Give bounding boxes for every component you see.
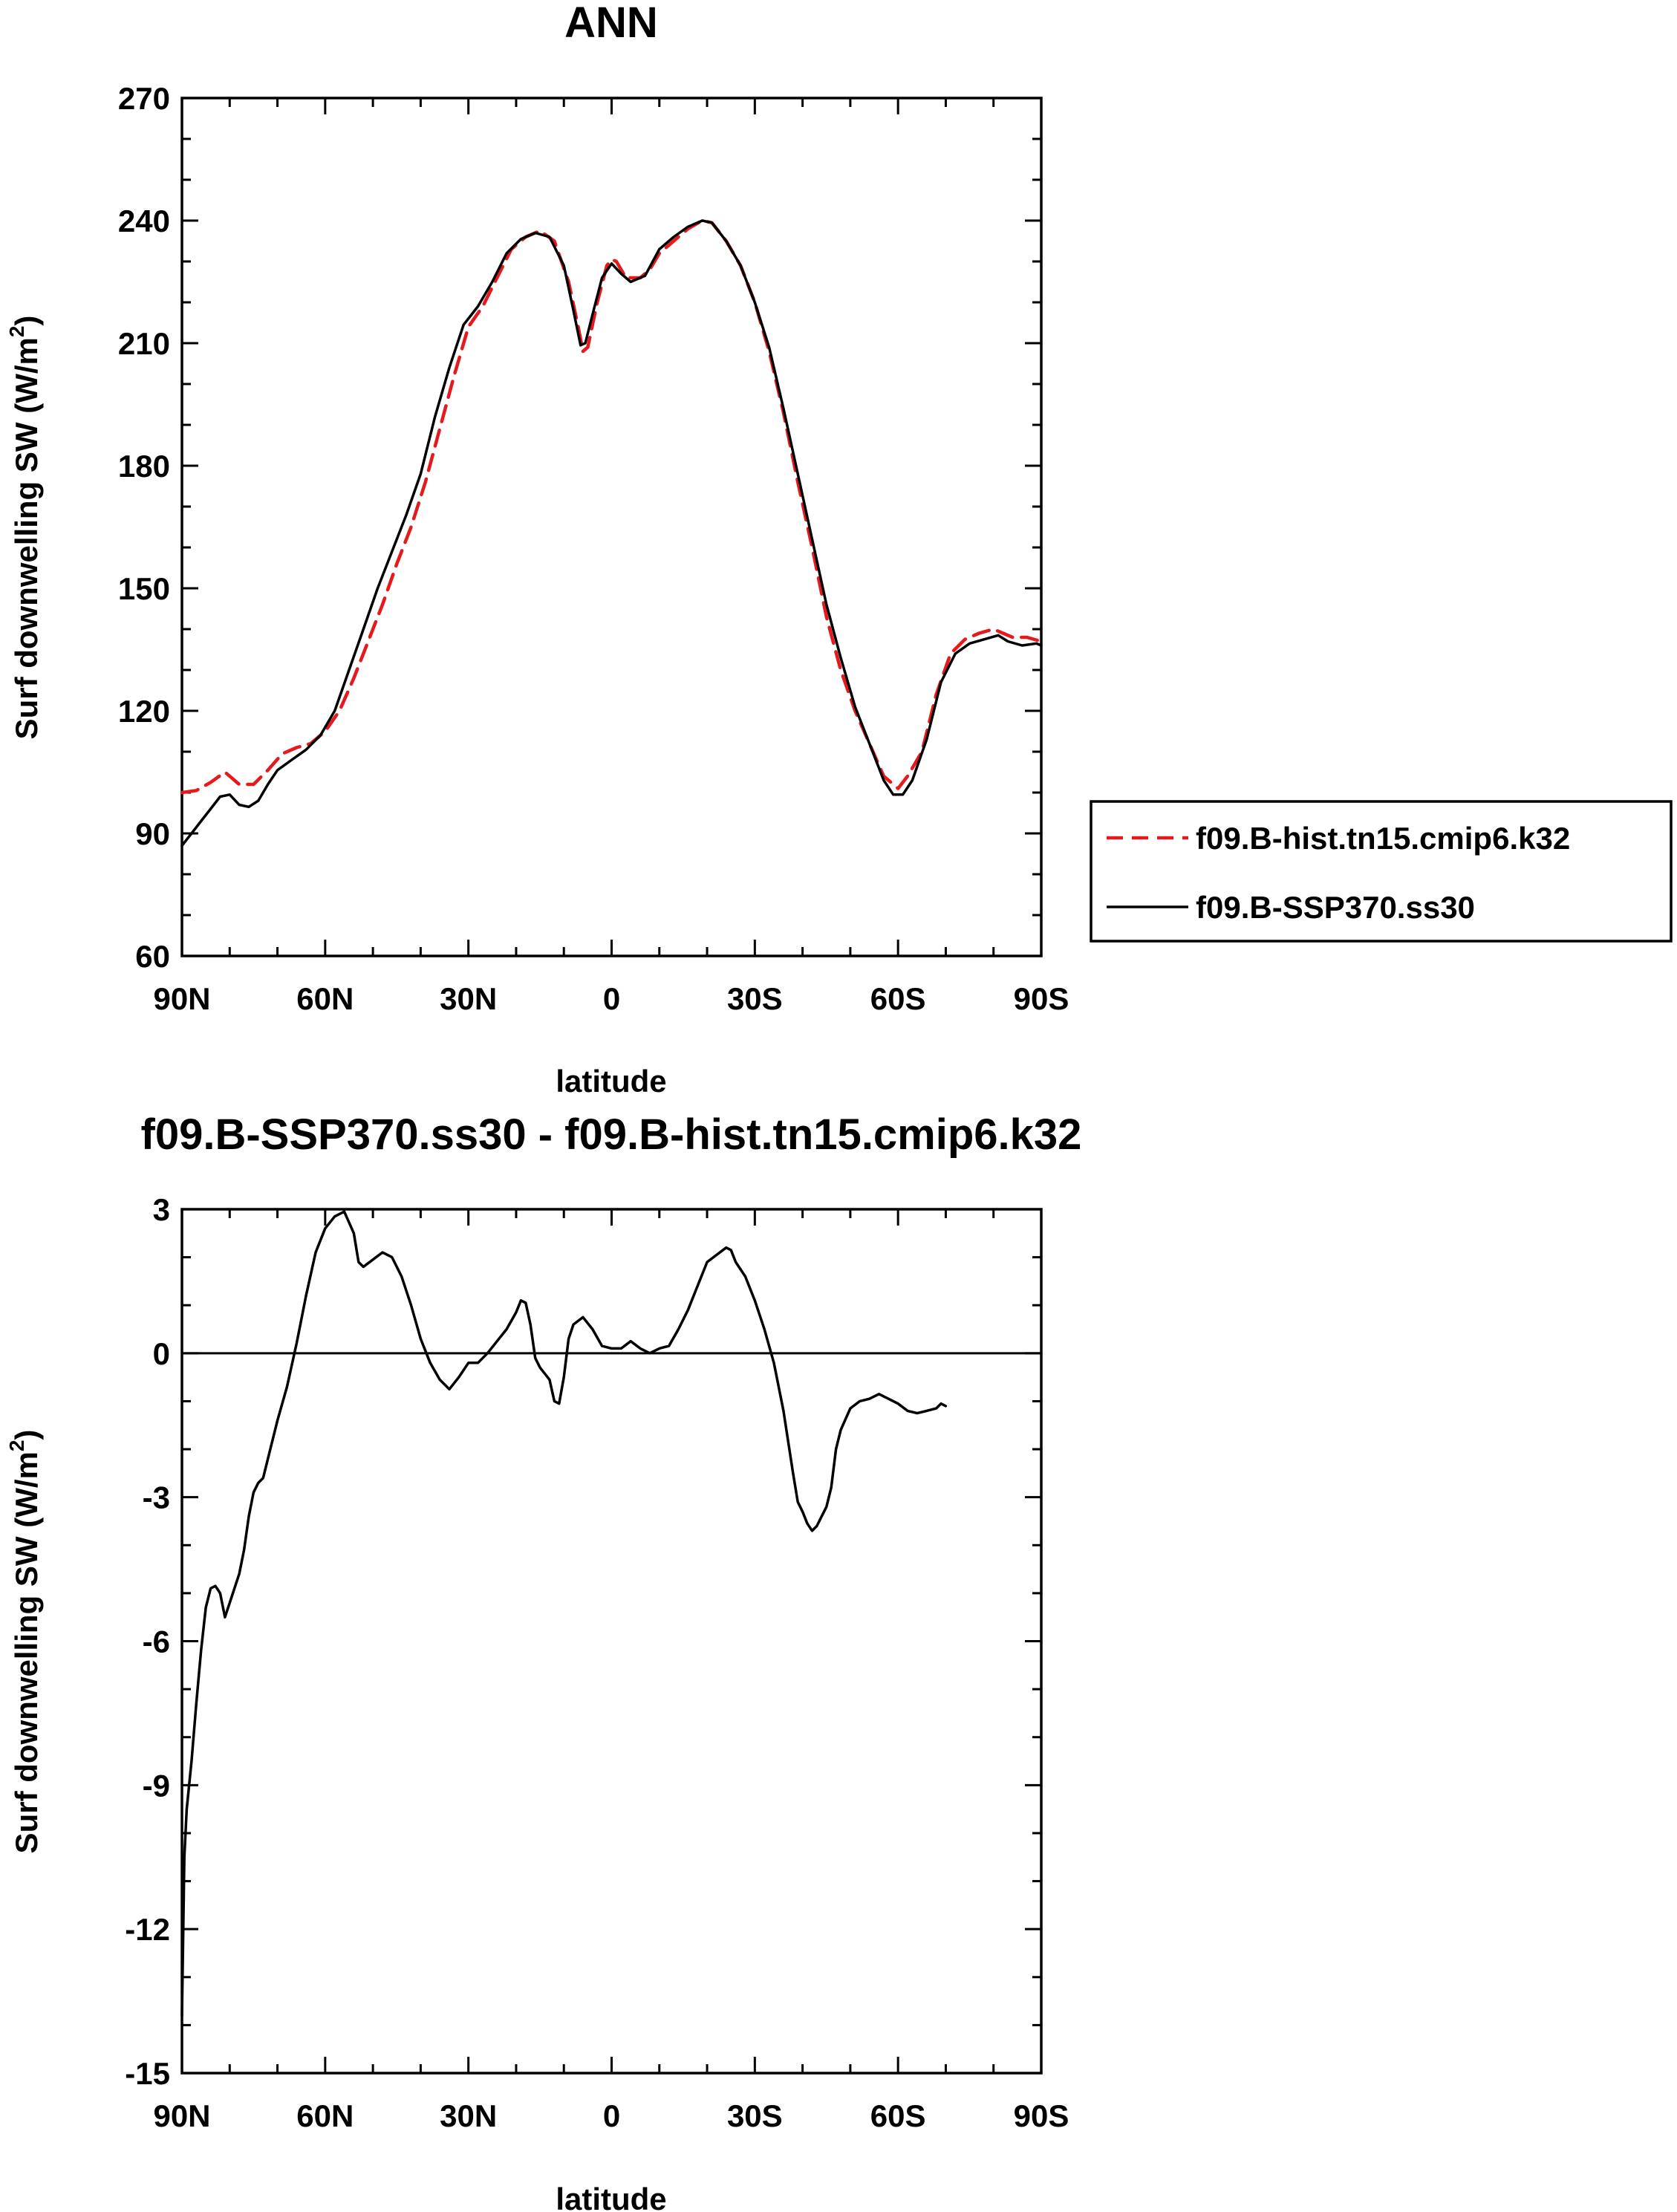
y-axis-label: Surf downwelling SW (W/m2) <box>5 316 44 740</box>
y-tick-label: -9 <box>143 1768 170 1803</box>
y-axis-units: (W/m <box>9 337 44 414</box>
y-tick-label: -12 <box>125 1912 170 1947</box>
x-tick-label: 30S <box>727 981 783 1016</box>
legend: f09.B-hist.tn15.cmip6.k32 f09.B-SSP370.s… <box>1090 800 1673 943</box>
y-tick-label: -3 <box>143 1480 170 1515</box>
y-tick-label: -15 <box>125 2056 170 2091</box>
x-tick-label: 90S <box>1014 2098 1069 2133</box>
x-tick-label: 30N <box>440 2098 497 2133</box>
plot-frame <box>180 97 1043 957</box>
series-line-1 <box>180 218 1043 795</box>
y-axis-units: (W/m <box>9 1451 44 1528</box>
panel-difference: f09.B-SSP370.ss30 - f09.B-hist.tn15.cmip… <box>5 1110 1081 2212</box>
y-tick-label: 270 <box>118 81 170 116</box>
x-tick-label: 90N <box>153 981 210 1016</box>
panel-annual-mean: ANN 60 90 120 150 180 210 240 270 90N 60N 30N 0 30S… <box>5 0 1673 1099</box>
y-axis-units-close: ) <box>9 1430 44 1440</box>
y-axis-units-exponent: 2 <box>5 1440 28 1452</box>
y-tick-label: 60 <box>135 939 170 974</box>
x-tick-label: 90S <box>1014 981 1069 1016</box>
x-tick-label: 90N <box>153 2098 210 2133</box>
legend-label-series-1: f09.B-hist.tn15.cmip6.k32 <box>1196 821 1570 856</box>
x-tick-label: 0 <box>603 981 620 1016</box>
x-tick-label: 30N <box>440 981 497 1016</box>
y-axis-label-text: Surf downwelling SW <box>9 1536 44 1853</box>
series-line-2 <box>180 219 1043 848</box>
series-group <box>180 218 1043 848</box>
legend-label-series-2: f09.B-SSP370.ss30 <box>1196 890 1475 925</box>
y-tick-label: 180 <box>118 449 170 484</box>
y-tick-label: 210 <box>118 326 170 361</box>
y-axis-label: Surf downwelling SW (W/m2) <box>5 1430 44 1854</box>
x-tick-label: 30S <box>727 2098 783 2133</box>
y-tick-label: 0 <box>153 1336 170 1371</box>
x-tick-label: 60N <box>296 2098 354 2133</box>
y-axis: -15 -12 -9 -6 -3 0 3 <box>125 1192 1041 2091</box>
series-group <box>180 1210 948 2017</box>
series-line-1 <box>180 1210 948 2017</box>
x-axis: 90N 60N 30N 0 30S 60S 90S <box>153 1209 1069 2133</box>
plot-frame <box>180 1208 1043 2075</box>
y-tick-label: -6 <box>143 1624 170 1659</box>
y-tick-label: 240 <box>118 204 170 238</box>
x-tick-label: 60S <box>870 981 926 1016</box>
y-tick-label: 3 <box>153 1192 170 1227</box>
x-axis-label: latitude <box>556 1064 666 1099</box>
chart-title: f09.B-SSP370.ss30 - f09.B-hist.tn15.cmip… <box>141 1110 1082 1159</box>
y-tick-label: 150 <box>118 571 170 606</box>
x-tick-label: 60S <box>870 2098 926 2133</box>
chart-title: ANN <box>564 0 658 47</box>
x-tick-label: 0 <box>603 2098 620 2133</box>
x-axis: 90N 60N 30N 0 30S 60S 90S <box>153 98 1069 1016</box>
legend-box <box>1090 800 1673 943</box>
y-axis-units-exponent: 2 <box>5 326 28 338</box>
x-axis-label: latitude <box>556 2182 666 2212</box>
y-axis-units-close: ) <box>9 316 44 326</box>
y-axis-label-text: Surf downwelling SW <box>9 422 44 739</box>
y-tick-label: 120 <box>118 694 170 729</box>
x-tick-label: 60N <box>296 981 354 1016</box>
y-tick-label: 90 <box>135 816 170 851</box>
y-axis: 60 90 120 150 180 210 240 270 <box>118 81 1041 974</box>
